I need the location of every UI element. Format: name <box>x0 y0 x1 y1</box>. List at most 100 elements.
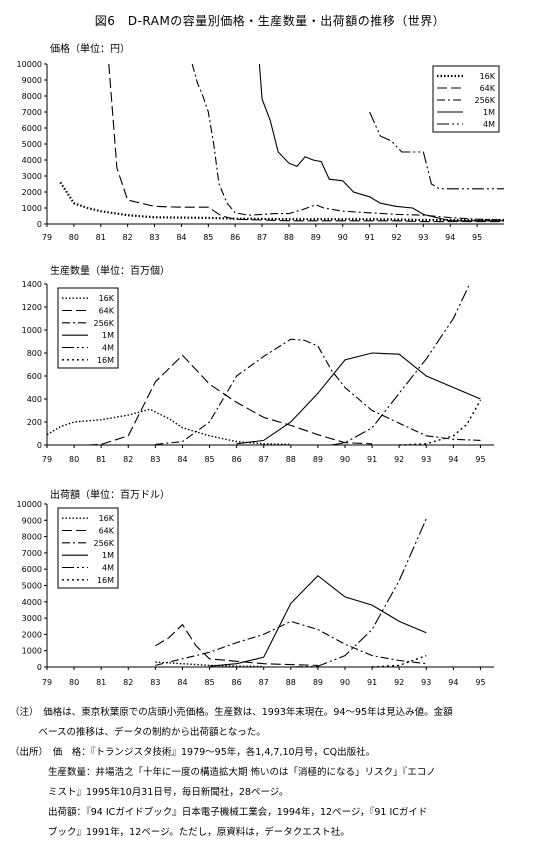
x-tick-label: 81 <box>96 678 106 687</box>
x-tick-label: 85 <box>203 233 213 242</box>
x-tick-label: 94 <box>448 678 458 687</box>
legend-label: 256K <box>474 96 495 105</box>
series-line-1m <box>236 352 481 445</box>
legend-label: 4M <box>483 120 495 129</box>
x-tick-label: 88 <box>286 455 296 464</box>
legend-label: 64K <box>99 527 115 536</box>
legend-box <box>57 287 119 369</box>
legend-label: 1M <box>102 551 114 560</box>
x-tick-label: 81 <box>96 233 106 242</box>
x-tick-label: 79 <box>42 678 52 687</box>
y-tick-label: 4000 <box>22 156 42 165</box>
y-tick-label: 10000 <box>17 500 42 509</box>
legend-label: 16K <box>99 294 115 303</box>
source-line: 出荷額：『94 ICガイドブック』日本電子機械工業会，1994年，12ページ，『… <box>10 807 428 818</box>
series-line-16k <box>59 181 504 222</box>
y-tick-label: 1000 <box>22 204 42 213</box>
figure-title: 図6 D-RAMの容量別価格・生産数量・出荷額の推移（世界） <box>94 14 446 28</box>
x-tick-label: 95 <box>472 233 482 242</box>
note-line: ベースの推移は、データの制約から出荷額となった。 <box>10 727 266 738</box>
series-line-256k <box>155 338 481 445</box>
x-tick-label: 85 <box>204 455 214 464</box>
source-line: ミスト』1995年10月31日号，毎日新聞社，28ページ。 <box>10 787 289 798</box>
x-tick-label: 92 <box>391 233 401 242</box>
legend-label: 16K <box>480 72 496 81</box>
y-tick-label: 9000 <box>22 76 42 85</box>
y-tick-label: 0 <box>37 220 42 229</box>
series-line-4m <box>331 283 471 446</box>
y-tick-label: 6000 <box>22 565 42 574</box>
x-tick-label: 80 <box>69 455 79 464</box>
price-axis-label: 価格（単位：円） <box>50 44 130 55</box>
x-tick-label: 93 <box>418 233 428 242</box>
y-tick-label: 1000 <box>22 647 42 656</box>
y-tick-label: 10000 <box>17 60 42 69</box>
x-tick-label: 79 <box>42 233 52 242</box>
price-chart: 0 1000 2000 3000 4000 5000 6000 7000 8000 9000 100… <box>17 60 505 242</box>
x-tick-label: 91 <box>364 233 374 242</box>
legend-box <box>57 507 119 589</box>
series-line-16k <box>47 408 291 446</box>
x-tick-label: 89 <box>311 233 321 242</box>
y-tick-label: 3000 <box>22 614 42 623</box>
y-tick-label: 400 <box>27 395 42 404</box>
x-tick-label: 88 <box>284 233 294 242</box>
note-line: （注） 価格は、東京秋葉原での店頭小売価格。生産数は、1993年末現在。94～9… <box>10 707 453 718</box>
x-tick-label: 79 <box>42 455 52 464</box>
x-tick-label: 89 <box>313 678 323 687</box>
x-tick-label: 83 <box>150 678 160 687</box>
legend-label: 64K <box>480 84 496 93</box>
x-tick-label: 90 <box>338 233 348 242</box>
production-chart: 0 200 400 600 800 1000 1200 1400 79 80 81 82 83 84 85 8… <box>22 280 494 464</box>
production-axis-label: 生産数量（単位：百万個） <box>50 266 170 277</box>
legend-label: 256K <box>93 319 114 328</box>
x-tick-label: 92 <box>394 678 404 687</box>
x-tick-label: 93 <box>421 455 431 464</box>
y-tick-label: 200 <box>27 418 42 427</box>
series-line-1m <box>258 63 504 222</box>
legend-label: 16M <box>97 576 114 585</box>
legend-label: 4M <box>102 564 114 573</box>
series-line-16k <box>155 661 264 668</box>
y-tick-label: 1000 <box>22 326 42 335</box>
source-line: 生産数量：井場浩之「十年に一度の構造拡大期 怖いのは「消極的になる」リスク」『エ… <box>10 767 436 778</box>
series-line-256k <box>155 620 427 666</box>
x-tick-label: 90 <box>340 455 350 464</box>
y-tick-label: 8000 <box>22 533 42 542</box>
x-tick-label: 86 <box>232 678 242 687</box>
legend-label: 256K <box>93 539 114 548</box>
x-tick-label: 92 <box>394 455 404 464</box>
x-tick-label: 83 <box>149 233 159 242</box>
y-tick-label: 0 <box>37 441 42 450</box>
x-tick-label: 82 <box>123 455 133 464</box>
series-line-64k <box>87 354 373 446</box>
y-tick-label: 2000 <box>22 188 42 197</box>
x-tick-label: 81 <box>96 455 106 464</box>
x-tick-label: 86 <box>230 233 240 242</box>
x-tick-label: 84 <box>177 678 187 687</box>
shipments-chart: 0 1000 2000 3000 4000 5000 6000 7000 8000 9000 100… <box>17 500 494 687</box>
y-tick-label: 4000 <box>22 598 42 607</box>
y-tick-label: 5000 <box>22 140 42 149</box>
y-tick-label: 1400 <box>22 280 42 289</box>
legend-label: 1M <box>483 108 495 117</box>
series-line-4m <box>290 518 427 668</box>
x-tick-label: 87 <box>259 455 269 464</box>
y-tick-label: 8000 <box>22 92 42 101</box>
x-tick-label: 82 <box>123 233 133 242</box>
x-tick-label: 82 <box>123 678 133 687</box>
series-line-1m <box>209 574 427 667</box>
x-tick-label: 90 <box>340 678 350 687</box>
legend-label: 16K <box>99 514 115 523</box>
x-tick-label: 84 <box>176 233 186 242</box>
y-tick-label: 7000 <box>22 549 42 558</box>
x-tick-label: 91 <box>367 455 377 464</box>
shipments-axis-label: 出荷額（単位：百万ドル） <box>50 490 170 501</box>
x-tick-label: 94 <box>445 233 455 242</box>
series-line-4m <box>369 111 504 190</box>
series-line-16m <box>399 399 482 446</box>
x-tick-label: 95 <box>475 455 485 464</box>
series-line-64k <box>108 63 504 223</box>
x-tick-label: 84 <box>177 455 187 464</box>
x-tick-label: 95 <box>475 678 485 687</box>
